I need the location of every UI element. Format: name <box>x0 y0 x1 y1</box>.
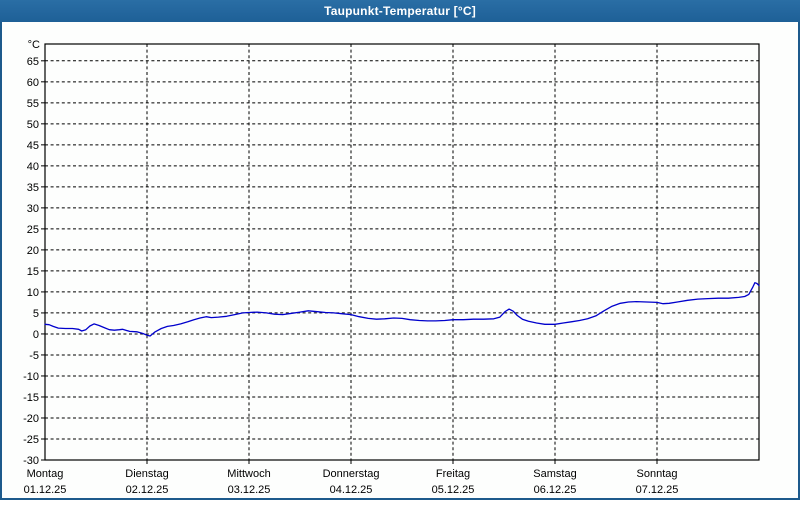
x-date-label: 06.12.25 <box>534 484 577 496</box>
y-tick-label: -5 <box>29 350 39 362</box>
x-day-label: Donnerstag <box>323 468 380 480</box>
y-tick-label: 55 <box>27 98 39 110</box>
y-tick-label: 65 <box>27 56 39 68</box>
dewpoint-line <box>44 282 760 337</box>
y-tick-label: 20 <box>27 245 39 257</box>
dewpoint-chart: 65605550454035302520151050-5-10-15-20-25… <box>23 39 760 496</box>
y-axis-unit-label: °C <box>28 39 40 51</box>
x-date-label: 05.12.25 <box>432 484 475 496</box>
y-tick-label: -10 <box>23 371 39 383</box>
y-tick-label: 60 <box>27 77 39 89</box>
x-day-label: Freitag <box>436 468 470 480</box>
window-title: Taupunkt-Temperatur [°C] <box>324 4 476 18</box>
y-tick-label: 30 <box>27 203 39 215</box>
y-tick-label: -30 <box>23 455 39 467</box>
window-titlebar: Taupunkt-Temperatur [°C] <box>0 0 800 22</box>
y-tick-label: 5 <box>33 308 39 320</box>
y-tick-label: 0 <box>33 329 39 341</box>
y-tick-label: 50 <box>27 119 39 131</box>
x-day-label: Samstag <box>533 468 576 480</box>
chart-area: 65 60 55 50 45 40 35 30 25 20 15 10 5 0 -5 -10 -15 -20 -25… <box>0 22 800 500</box>
y-tick-label: 40 <box>27 161 39 173</box>
x-date-label: 04.12.25 <box>330 484 373 496</box>
x-day-label: Dienstag <box>125 468 168 480</box>
y-tick-label: 10 <box>27 287 39 299</box>
y-tick-label: -15 <box>23 392 39 404</box>
x-day-label: Montag <box>27 468 64 480</box>
x-day-label: Mittwoch <box>227 468 270 480</box>
plot-border <box>44 43 760 461</box>
x-date-label: 07.12.25 <box>636 484 679 496</box>
x-date-label: 01.12.25 <box>24 484 67 496</box>
y-tick-label: 45 <box>27 140 39 152</box>
y-tick-label: -20 <box>23 413 39 425</box>
x-date-label: 02.12.25 <box>126 484 169 496</box>
y-tick-label: -25 <box>23 434 39 446</box>
y-tick-label: 35 <box>27 182 39 194</box>
x-day-label: Sonntag <box>637 468 678 480</box>
y-tick-label: 25 <box>27 224 39 236</box>
y-tick-label: 15 <box>27 266 39 278</box>
x-date-label: 03.12.25 <box>228 484 271 496</box>
